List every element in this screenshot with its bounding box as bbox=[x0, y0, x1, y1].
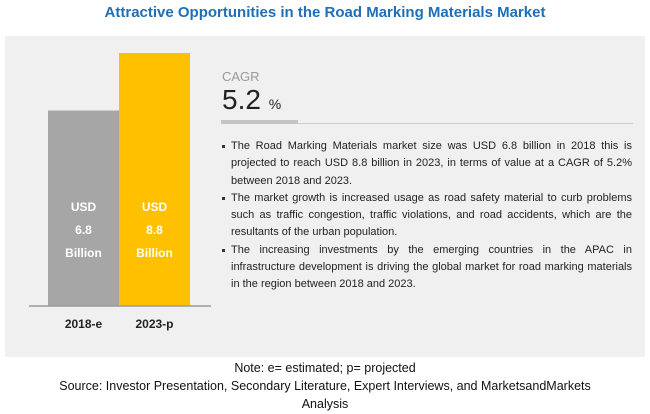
cagr-value: 5.2 % bbox=[222, 84, 281, 116]
cagr-unit: % bbox=[268, 96, 282, 112]
divider bbox=[221, 123, 633, 124]
x-tick-label: 2018-e bbox=[65, 317, 103, 331]
cagr-label: CAGR bbox=[222, 69, 260, 84]
data-label: USD bbox=[71, 200, 97, 214]
source: Source: Investor Presentation, Secondary… bbox=[59, 379, 591, 393]
bar-2018-e bbox=[48, 110, 119, 306]
bullet-list: The Road Marking Materials market size w… bbox=[222, 138, 632, 294]
page-title: Attractive Opportunities in the Road Mar… bbox=[104, 4, 546, 21]
data-label: Billion bbox=[65, 246, 102, 260]
cagr-number: 5.2 bbox=[222, 84, 261, 115]
source-cont: Analysis bbox=[301, 397, 349, 411]
bar-chart: USD 6.8 Billion 2018-e USD 8.8 Billion 2023-p bbox=[29, 53, 211, 331]
bullet-item: The market growth is increased usage as … bbox=[222, 190, 632, 242]
data-label: Billion bbox=[136, 246, 173, 260]
x-tick-label: 2023-p bbox=[135, 317, 173, 331]
divider-accent bbox=[221, 120, 298, 124]
bullet-item: The Road Marking Materials market size w… bbox=[222, 138, 632, 190]
note: Note: e= estimated; p= projected bbox=[234, 361, 416, 375]
data-label: 8.8 bbox=[146, 223, 163, 237]
data-label: 6.8 bbox=[75, 223, 92, 237]
bullet-item: The increasing investments by the emergi… bbox=[222, 242, 632, 294]
data-label: USD bbox=[142, 200, 168, 214]
bar-2023-p bbox=[119, 53, 190, 306]
